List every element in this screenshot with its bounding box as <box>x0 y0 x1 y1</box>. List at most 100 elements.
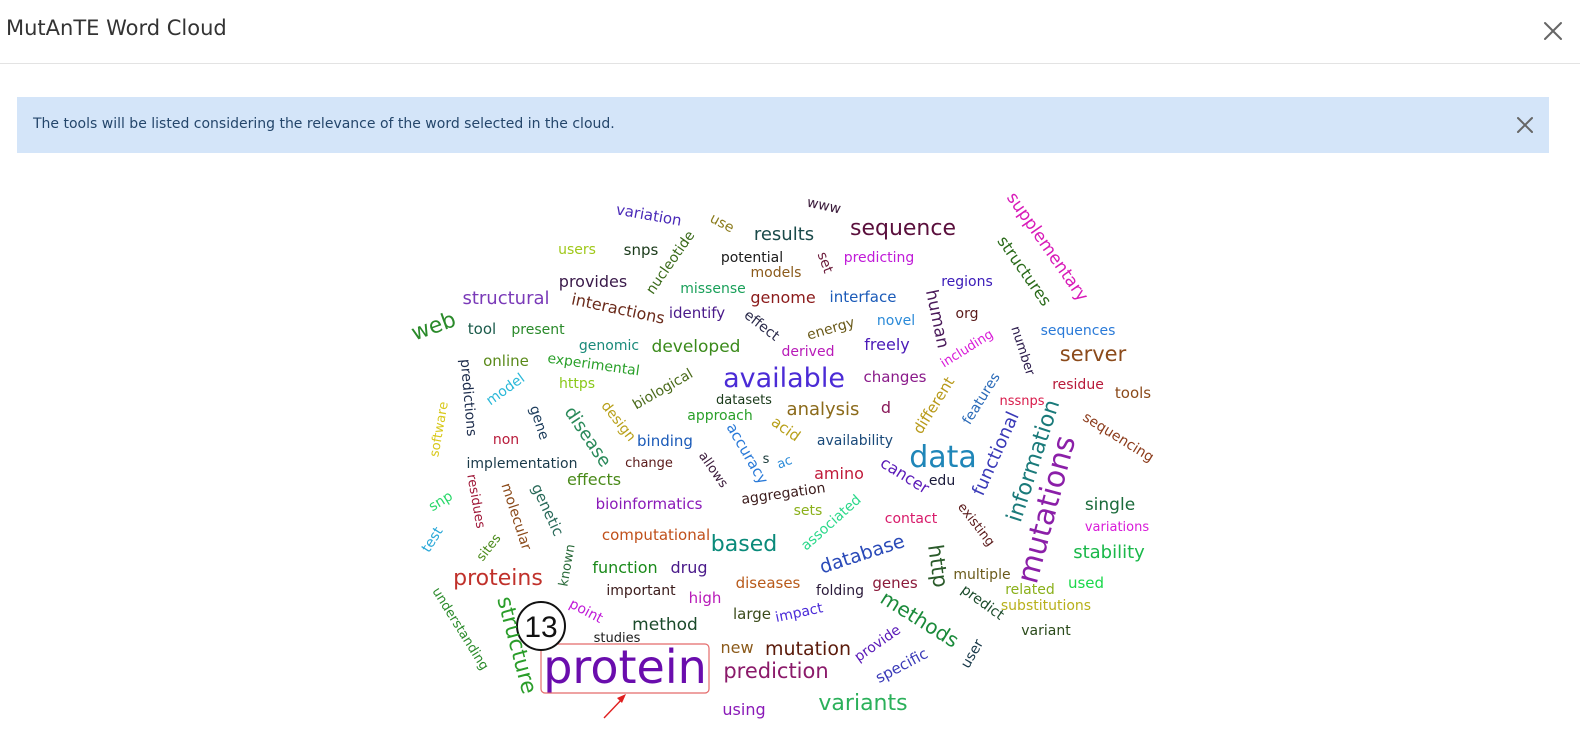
cloud-word-prediction[interactable]: prediction <box>723 659 828 683</box>
cloud-word-provides[interactable]: provides <box>559 272 627 291</box>
cloud-word-new[interactable]: new <box>720 638 753 657</box>
cloud-word-stability[interactable]: stability <box>1073 542 1145 563</box>
cloud-word-predictions[interactable]: predictions <box>457 358 480 437</box>
cloud-word-server[interactable]: server <box>1060 342 1127 366</box>
cloud-word-nssnps[interactable]: nssnps <box>999 394 1044 409</box>
cloud-word-function[interactable]: function <box>592 558 657 577</box>
cloud-word-sequences[interactable]: sequences <box>1041 323 1116 339</box>
cloud-word-available[interactable]: available <box>723 363 845 394</box>
cloud-word-mutation[interactable]: mutation <box>765 638 851 660</box>
cloud-word-change[interactable]: change <box>625 456 673 471</box>
cloud-word-present[interactable]: present <box>511 322 565 338</box>
cloud-word-diseases[interactable]: diseases <box>736 574 801 592</box>
cloud-word-database[interactable]: database <box>817 530 908 578</box>
cloud-word-allows[interactable]: allows <box>695 449 731 491</box>
cloud-word-variant[interactable]: variant <box>1021 623 1071 639</box>
cloud-word-large[interactable]: large <box>733 605 771 623</box>
cloud-word-derived[interactable]: derived <box>782 344 835 360</box>
cloud-word-use[interactable]: use <box>707 211 736 237</box>
cloud-word-snp[interactable]: snp <box>426 488 456 515</box>
cloud-word-analysis[interactable]: analysis <box>787 399 860 420</box>
cloud-word-biological[interactable]: biological <box>630 366 696 413</box>
cloud-word-substitutions[interactable]: substitutions <box>1001 598 1091 614</box>
cloud-word-regions[interactable]: regions <box>941 274 993 290</box>
cloud-word-proteins[interactable]: proteins <box>453 566 543 591</box>
cloud-word-test[interactable]: test <box>419 524 447 556</box>
cloud-word-protein[interactable]: protein <box>543 640 707 694</box>
cloud-word-using[interactable]: using <box>722 700 765 719</box>
cloud-word-residue[interactable]: residue <box>1052 377 1104 393</box>
cloud-word-amino[interactable]: amino <box>814 464 864 483</box>
cloud-word-novel[interactable]: novel <box>877 313 915 329</box>
cloud-word-studies[interactable]: studies <box>594 631 641 646</box>
cloud-word-single[interactable]: single <box>1085 495 1135 515</box>
cloud-word-results[interactable]: results <box>754 224 814 245</box>
cloud-word-effects[interactable]: effects <box>567 470 621 489</box>
cloud-word-variants[interactable]: variants <box>818 691 907 716</box>
cloud-word-method[interactable]: method <box>632 615 698 635</box>
cloud-word-users[interactable]: users <box>558 242 596 258</box>
cloud-word-tool[interactable]: tool <box>468 320 496 338</box>
cloud-word-folding[interactable]: folding <box>816 583 864 599</box>
cloud-word-based[interactable]: based <box>711 532 777 557</box>
alert-close-button[interactable] <box>1515 115 1535 135</box>
cloud-word-http[interactable]: http <box>923 543 953 589</box>
cloud-word-predicting[interactable]: predicting <box>844 250 915 266</box>
cloud-word-bioinformatics[interactable]: bioinformatics <box>596 495 703 513</box>
cloud-word-online[interactable]: online <box>483 352 529 370</box>
cloud-word-gene[interactable]: gene <box>526 404 552 442</box>
cloud-word-structural[interactable]: structural <box>462 288 549 309</box>
cloud-word-tools[interactable]: tools <box>1115 384 1151 402</box>
cloud-word-availability[interactable]: availability <box>817 433 893 449</box>
cloud-word-effect[interactable]: effect <box>741 307 783 345</box>
cloud-word-ac[interactable]: ac <box>775 453 795 473</box>
cloud-word-genetic[interactable]: genetic <box>528 481 568 539</box>
cloud-word-residues[interactable]: residues <box>463 473 487 530</box>
cloud-word-edu[interactable]: edu <box>929 473 955 489</box>
cloud-word-human[interactable]: human <box>921 288 953 350</box>
cloud-word-point[interactable]: point <box>566 596 605 627</box>
cloud-word-predict[interactable]: predict <box>958 582 1007 624</box>
cloud-word-energy[interactable]: energy <box>805 315 856 344</box>
cloud-word-https[interactable]: https <box>559 376 595 392</box>
cloud-word-user[interactable]: user <box>958 637 987 672</box>
cloud-word-data[interactable]: data <box>909 440 977 475</box>
cloud-word-variation[interactable]: variation <box>615 200 683 229</box>
cloud-word-datasets[interactable]: datasets <box>716 393 772 408</box>
cloud-word-genome[interactable]: genome <box>750 288 815 307</box>
cloud-word-known[interactable]: known <box>556 543 578 588</box>
cloud-word-org[interactable]: org <box>956 306 979 322</box>
cloud-word-snps[interactable]: snps <box>624 241 659 259</box>
cloud-word-structure[interactable]: structure <box>491 594 541 697</box>
cloud-word-impact[interactable]: impact <box>774 600 825 626</box>
cloud-word-set[interactable]: set <box>814 250 837 276</box>
dialog-close-button[interactable] <box>1540 18 1566 44</box>
cloud-word-genomic[interactable]: genomic <box>579 338 639 354</box>
cloud-word-s[interactable]: s <box>763 452 770 467</box>
cloud-word-features[interactable]: features <box>959 370 1003 428</box>
cloud-word-used[interactable]: used <box>1068 574 1104 592</box>
cloud-word-identify[interactable]: identify <box>669 304 725 322</box>
cloud-word-approach[interactable]: approach <box>687 408 753 424</box>
cloud-word-high[interactable]: high <box>689 589 722 607</box>
cloud-word-drug[interactable]: drug <box>670 558 707 577</box>
cloud-word-non[interactable]: non <box>493 432 519 448</box>
cloud-word-www[interactable]: www <box>805 195 842 218</box>
cloud-word-models[interactable]: models <box>751 265 802 281</box>
cloud-word-genes[interactable]: genes <box>872 574 917 592</box>
cloud-word-sequence[interactable]: sequence <box>850 216 956 241</box>
cloud-word-interface[interactable]: interface <box>830 288 897 306</box>
cloud-word-related[interactable]: related <box>1005 582 1055 598</box>
cloud-word-contact[interactable]: contact <box>885 511 938 527</box>
cloud-word-existing[interactable]: existing <box>954 500 997 549</box>
cloud-word-software[interactable]: software <box>427 401 451 459</box>
cloud-word-changes[interactable]: changes <box>863 368 926 386</box>
cloud-word-potential[interactable]: potential <box>721 250 783 266</box>
cloud-word-d[interactable]: d <box>881 398 891 417</box>
cloud-word-sequencing[interactable]: sequencing <box>1080 409 1157 465</box>
cloud-word-understanding[interactable]: understanding <box>429 585 492 673</box>
cloud-word-developed[interactable]: developed <box>652 337 741 357</box>
cloud-word-sets[interactable]: sets <box>794 503 823 519</box>
cloud-word-web[interactable]: web <box>408 307 459 346</box>
cloud-word-missense[interactable]: missense <box>680 281 746 297</box>
